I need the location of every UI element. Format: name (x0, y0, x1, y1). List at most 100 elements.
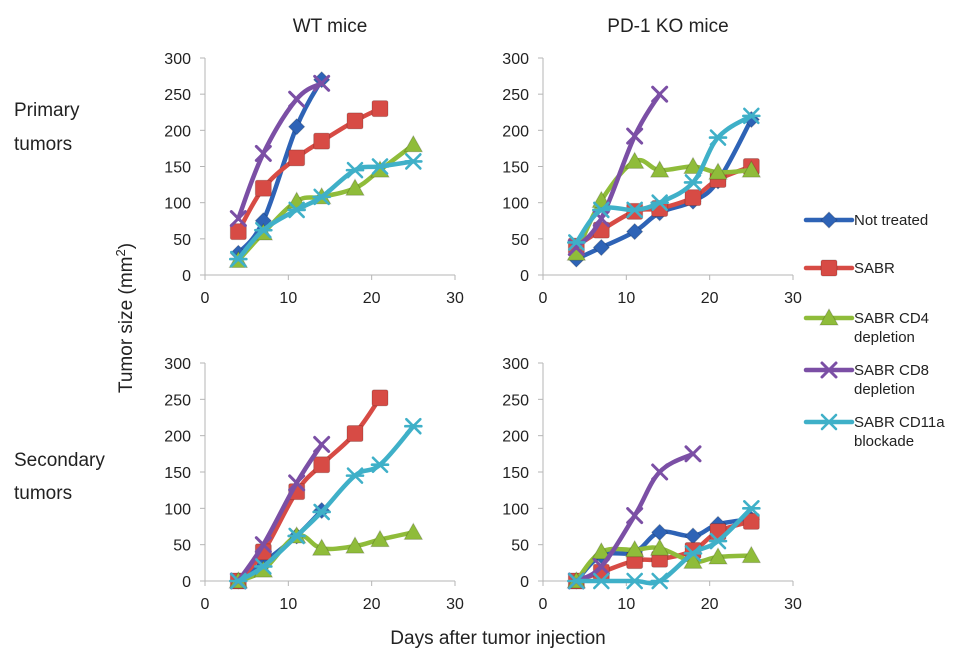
data-point-x (684, 445, 702, 463)
y-tick-label: 0 (182, 268, 191, 285)
data-point-x (288, 90, 306, 108)
data-point-square (254, 179, 272, 197)
series-line (236, 442, 324, 584)
row-label: tumors (14, 483, 72, 504)
series-triangle (566, 538, 762, 589)
y-tick-label: 200 (502, 123, 529, 140)
y-tick-label: 0 (520, 268, 529, 285)
data-point-triangle (403, 522, 424, 540)
y-tick-label: 200 (164, 429, 191, 446)
data-point-star (345, 161, 365, 179)
series-star (567, 107, 761, 251)
titles-layer: WT mice PD-1 KO mice Primary tumors Secondar… (14, 16, 729, 649)
data-point-diamond (592, 238, 611, 257)
y-tick-label: 250 (502, 392, 529, 409)
data-point-star (683, 545, 703, 562)
data-point-triangle (649, 538, 670, 556)
data-point-star (742, 107, 761, 125)
y-tick-label: 50 (173, 538, 191, 555)
x-tick-label: 10 (617, 596, 635, 613)
data-point-star (567, 572, 586, 590)
x-tick-label: 20 (363, 596, 381, 613)
data-point-diamond (625, 222, 644, 241)
legend-label: SABR (854, 260, 895, 277)
legend-label: depletion (854, 381, 915, 398)
data-point-x (288, 474, 306, 492)
data-point-star (312, 503, 331, 521)
x-tick-label: 20 (701, 290, 719, 307)
data-point-triangle (741, 160, 762, 178)
data-point-star (708, 532, 728, 550)
data-point-triangle (683, 551, 703, 569)
data-point-square (371, 389, 389, 407)
y-tick-label: 50 (173, 232, 191, 249)
y-tick-label: 150 (502, 465, 529, 482)
data-point-star (650, 194, 669, 211)
data-point-star (708, 129, 728, 146)
data-point-x (254, 144, 272, 162)
data-point-star (625, 201, 644, 219)
data-point-triangle (649, 160, 670, 178)
x-tick-label: 10 (617, 290, 635, 307)
data-point-star (229, 572, 248, 590)
y-axis-label: Tumor size (mm2) (113, 243, 137, 393)
y-tick-label: 50 (511, 538, 529, 555)
x-tick-label: 10 (279, 290, 297, 307)
y-tick-label: 100 (164, 196, 191, 213)
row-label: tumors (14, 134, 72, 155)
series-square (229, 100, 389, 241)
y-tick-label: 300 (502, 51, 529, 68)
data-point-x (626, 507, 644, 525)
data-point-star (254, 221, 273, 239)
chart-panel: 0 50 100 150 200 250 300 0 10 20 30 (502, 51, 802, 307)
series-diamond (567, 110, 761, 268)
data-point-x (313, 74, 331, 92)
data-point-star (287, 527, 306, 545)
chart-panel: 0 50 100 150 200 250 300 0 10 20 30 (502, 356, 802, 613)
y-tick-label: 150 (164, 160, 191, 177)
legend-item: SABR (803, 259, 895, 277)
series-line (236, 81, 324, 221)
data-point-triangle (311, 538, 332, 556)
x-tick-label: 0 (201, 596, 210, 613)
legend-label: SABR CD8 (854, 362, 929, 379)
data-point-x (651, 463, 669, 481)
data-point-x (626, 127, 644, 145)
data-point-star (370, 456, 390, 474)
y-tick-label: 200 (164, 123, 191, 140)
legend-label: Not treated (854, 212, 928, 229)
y-tick-label: 250 (164, 87, 191, 104)
legend-item: Not treated (803, 211, 928, 229)
series-star (229, 417, 423, 590)
legend-item: SABR CD4 depletion (803, 307, 929, 346)
data-point-star (592, 572, 611, 590)
legend-label: SABR CD11a (854, 414, 945, 431)
series-x (229, 74, 331, 228)
legend-label: blockade (854, 433, 914, 450)
y-tick-label: 100 (502, 501, 529, 518)
x-tick-label: 20 (363, 290, 381, 307)
data-point-star (683, 174, 703, 191)
data-point-star (625, 572, 644, 590)
data-point-diamond (820, 211, 838, 229)
data-point-triangle (741, 545, 762, 564)
y-tick-label: 100 (164, 501, 191, 518)
data-point-square (346, 112, 364, 130)
data-point-star (345, 467, 365, 484)
y-tick-label: 250 (164, 392, 191, 409)
legend-label: depletion (854, 329, 915, 346)
data-point-triangle (708, 162, 728, 180)
data-point-triangle (624, 151, 645, 169)
data-point-triangle (370, 529, 390, 548)
data-point-triangle (403, 134, 424, 153)
series-star (229, 153, 423, 268)
row-label: Primary (14, 100, 80, 121)
data-point-square (229, 223, 247, 241)
data-point-diamond (287, 118, 306, 136)
data-point-square (346, 424, 364, 442)
data-point-square (313, 132, 331, 150)
data-point-square (313, 456, 331, 474)
data-point-star (370, 158, 390, 175)
